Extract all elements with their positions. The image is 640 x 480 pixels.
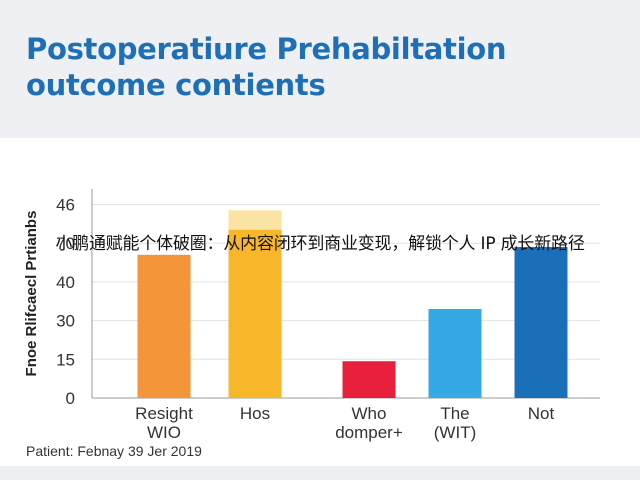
y-tick-label: 15 <box>56 350 75 369</box>
overlay-caption: 小鹏通赋能个体破圈：从内容闭环到商业变现，解锁个人 IP 成长新路径 <box>55 234 585 254</box>
x-tick-label: (WIT) <box>434 423 476 442</box>
title-banner: Postoperatiure Prehabiltation outcome co… <box>0 0 640 138</box>
chart-title-line-1: Postoperatiure Prehabiltation <box>26 32 507 66</box>
x-tick-label: WIO <box>147 423 181 442</box>
y-axis-title: Fnoe Rlifcaecl Prtianbs <box>23 211 40 377</box>
y-tick-label: 30 <box>56 312 75 331</box>
bar-4 <box>428 308 482 398</box>
bar-2-top-segment <box>228 210 282 230</box>
y-tick-label: 46 <box>56 196 75 215</box>
bar-chart: 0 15 30 40 70 46 Fnoe Rlifcaecl Prtianbs Resigh… <box>23 189 600 459</box>
bar-2 <box>228 229 282 398</box>
x-tick-label: Hos <box>240 404 270 423</box>
x-tick-label: Who <box>352 404 387 423</box>
bar-5 <box>514 247 568 398</box>
x-tick-label: domper+ <box>335 423 403 442</box>
x-tick-label: The <box>440 404 469 423</box>
bar-1 <box>137 254 191 398</box>
x-tick-label: Resight <box>135 404 193 423</box>
x-tick-label: Not <box>528 404 555 423</box>
y-tick-label: 0 <box>66 389 75 408</box>
footnote: Patient: Febnay 39 Jer 2019 <box>26 443 202 459</box>
bar-3 <box>342 361 396 398</box>
footer-strip <box>0 466 640 480</box>
chart-title-line-2: outcome contients <box>26 68 326 102</box>
y-tick-label: 40 <box>56 273 75 292</box>
y-tick-label: 70 <box>56 234 75 253</box>
